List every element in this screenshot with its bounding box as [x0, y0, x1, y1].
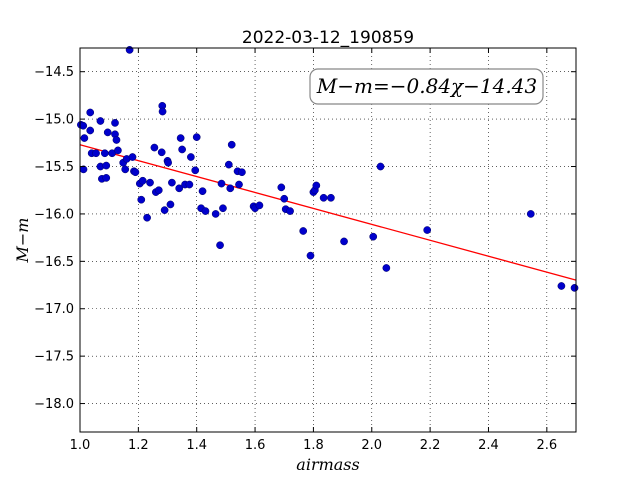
- annotation-frame: [309, 68, 544, 105]
- data-point: [160, 206, 169, 214]
- data-point: [92, 149, 100, 158]
- chart-title: 2022-03-12_190859: [242, 28, 414, 48]
- x-tick-label: 1.2: [128, 438, 149, 453]
- data-point: [224, 160, 233, 169]
- data-point: [111, 119, 119, 127]
- data-point: [340, 237, 348, 246]
- data-point: [178, 145, 186, 154]
- fit-line-layer: [79, 144, 577, 281]
- data-point: [306, 251, 315, 260]
- x-tick-label: 1.4: [186, 438, 207, 453]
- data-point: [423, 226, 432, 234]
- data-point: [80, 134, 89, 142]
- data-point: [216, 241, 224, 250]
- data-point: [217, 179, 226, 188]
- data-point: [382, 264, 391, 272]
- data-point: [280, 194, 289, 203]
- data-point: [198, 187, 207, 196]
- data-point: [192, 133, 201, 141]
- y-tick-label: −16.0: [34, 207, 74, 222]
- data-point: [138, 176, 147, 185]
- data-point: [131, 168, 140, 177]
- data-point: [187, 153, 195, 161]
- data-point: [557, 282, 566, 290]
- data-point: [158, 107, 167, 116]
- data-point: [312, 181, 321, 190]
- data-point: [319, 193, 328, 202]
- data-point: [157, 148, 166, 157]
- axis-ticks: 1.0 1.2 1.4 1.6 1.8 2.0 2.2 2.4 2.6 −18.0 −17.5 −17…: [34, 48, 576, 453]
- x-tick-label: 1.6: [245, 438, 266, 453]
- data-point: [299, 227, 308, 235]
- data-point: [168, 178, 176, 187]
- data-point: [96, 117, 105, 125]
- data-point: [166, 200, 175, 209]
- data-point: [86, 108, 95, 117]
- data-point: [211, 210, 220, 218]
- data-point: [143, 213, 151, 222]
- fit-annotation-box: M−m=−0.84χ−14.43: [309, 68, 544, 105]
- data-point: [146, 178, 154, 187]
- data-point: [201, 207, 210, 215]
- data-point: [176, 134, 185, 142]
- data-point: [137, 195, 146, 204]
- grid: [79, 48, 576, 432]
- data-point: [86, 126, 95, 135]
- data-point: [128, 153, 137, 161]
- data-point: [570, 284, 579, 292]
- data-point: [121, 165, 130, 174]
- data-point: [226, 184, 235, 193]
- data-point: [112, 136, 121, 144]
- x-tick-label: 2.4: [478, 438, 499, 453]
- data-point: [114, 146, 122, 155]
- data-point: [103, 128, 112, 137]
- y-tick-label: −15.5: [34, 160, 74, 175]
- y-tick-label: −17.0: [34, 302, 74, 317]
- data-point: [227, 140, 236, 149]
- data-point: [376, 162, 385, 171]
- y-tick-label: −16.5: [34, 255, 74, 270]
- data-point: [327, 193, 335, 202]
- x-tick-label: 2.2: [420, 438, 441, 453]
- data-point: [150, 143, 159, 152]
- data-point: [526, 210, 535, 218]
- fit-line: [79, 144, 577, 281]
- y-axis-label: M−m: [13, 218, 32, 264]
- data-point: [100, 149, 109, 158]
- data-point: [369, 232, 378, 241]
- y-tick-label: −17.5: [34, 350, 74, 365]
- data-point: [255, 201, 264, 210]
- data-point: [175, 184, 184, 193]
- data-point: [219, 204, 227, 213]
- data-point: [185, 180, 194, 189]
- data-point: [277, 183, 286, 192]
- x-tick-label: 1.8: [303, 438, 324, 453]
- y-tick-label: −14.5: [34, 65, 74, 80]
- data-points: [77, 46, 579, 292]
- plot-frame: [79, 47, 577, 433]
- data-point: [79, 121, 88, 130]
- data-point: [238, 168, 246, 177]
- data-point: [102, 161, 111, 170]
- y-tick-label: −15.0: [34, 113, 74, 128]
- data-point: [125, 46, 134, 54]
- data-point: [235, 180, 243, 189]
- fit-equation: M−m=−0.84χ−14.43: [316, 74, 537, 98]
- x-tick-label: 1.0: [70, 438, 91, 453]
- x-tick-label: 2.0: [361, 438, 382, 453]
- data-point: [286, 207, 294, 215]
- y-tick-label: −18.0: [34, 397, 74, 412]
- x-axis-label: airmass: [296, 455, 359, 474]
- x-tick-label: 2.6: [536, 438, 557, 453]
- data-point: [154, 186, 163, 195]
- data-point: [191, 166, 200, 175]
- data-point: [164, 158, 172, 167]
- data-point: [102, 174, 111, 182]
